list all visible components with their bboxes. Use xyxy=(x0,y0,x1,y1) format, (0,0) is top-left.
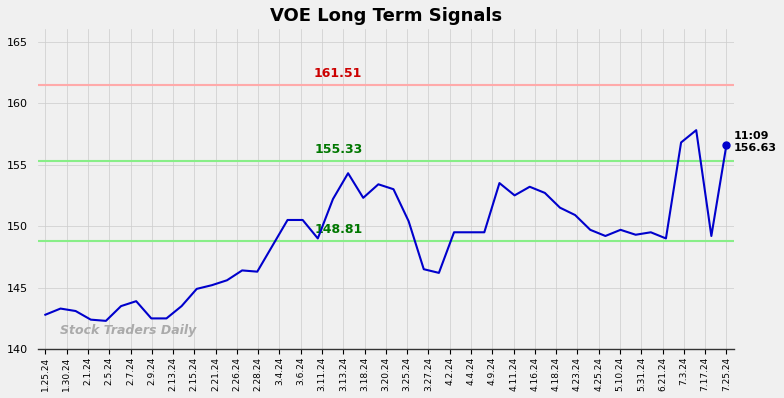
Text: 155.33: 155.33 xyxy=(314,143,362,156)
Text: 161.51: 161.51 xyxy=(314,67,362,80)
Text: 148.81: 148.81 xyxy=(314,223,362,236)
Text: Stock Traders Daily: Stock Traders Daily xyxy=(60,324,197,337)
Title: VOE Long Term Signals: VOE Long Term Signals xyxy=(270,7,502,25)
Text: 11:09
156.63: 11:09 156.63 xyxy=(734,131,777,153)
